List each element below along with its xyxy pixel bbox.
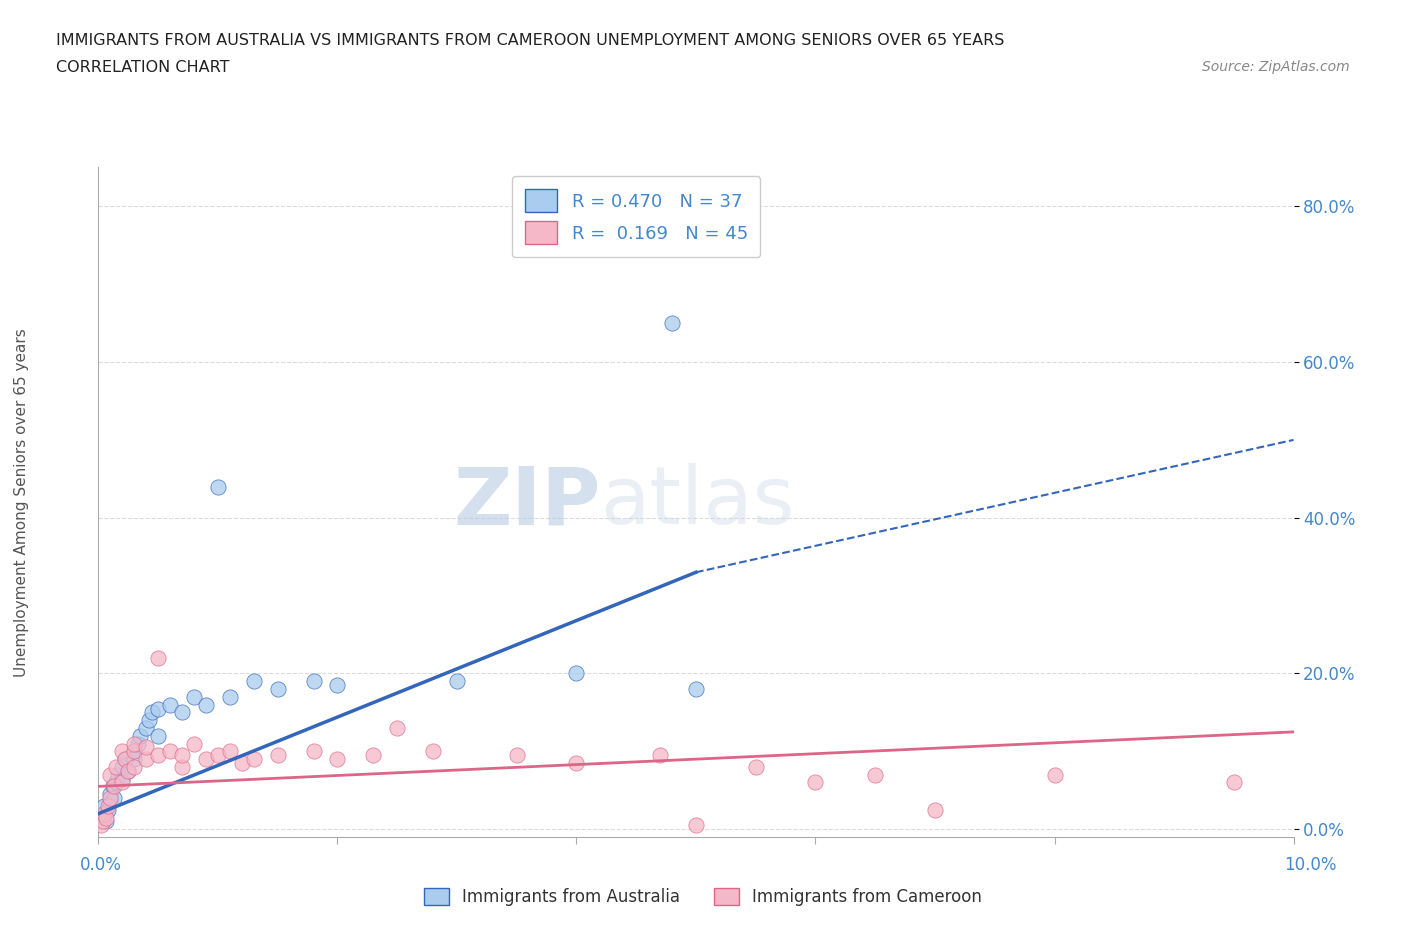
Point <box>219 689 242 704</box>
Point <box>1043 767 1066 782</box>
Point <box>107 767 129 782</box>
Point <box>111 771 134 786</box>
Point <box>98 787 122 802</box>
Text: Source: ZipAtlas.com: Source: ZipAtlas.com <box>1202 60 1350 74</box>
Point <box>183 689 205 704</box>
Point <box>267 682 290 697</box>
Point <box>326 678 349 693</box>
Point <box>865 767 887 782</box>
Point <box>148 728 170 743</box>
Point <box>243 751 266 766</box>
Point <box>111 760 134 775</box>
Point <box>124 744 146 759</box>
Point <box>243 674 266 689</box>
Point <box>648 748 672 763</box>
Point <box>124 751 146 766</box>
Point <box>91 814 114 829</box>
Point <box>114 751 136 766</box>
Point <box>91 806 114 821</box>
Point <box>97 803 120 817</box>
Text: IMMIGRANTS FROM AUSTRALIA VS IMMIGRANTS FROM CAMEROON UNEMPLOYMENT AMONG SENIORS: IMMIGRANTS FROM AUSTRALIA VS IMMIGRANTS … <box>56 33 1005 47</box>
Point <box>326 751 349 766</box>
Point <box>565 755 588 770</box>
Point <box>105 775 128 790</box>
Point <box>117 764 139 778</box>
Point <box>103 790 125 805</box>
Point <box>219 744 242 759</box>
Point <box>98 790 122 805</box>
Point <box>183 737 205 751</box>
Point <box>363 748 385 763</box>
Text: 10.0%: 10.0% <box>1284 856 1337 873</box>
Point <box>111 775 134 790</box>
Point <box>124 744 146 759</box>
Point <box>267 748 290 763</box>
Text: atlas: atlas <box>600 463 794 541</box>
Point <box>105 760 128 775</box>
Point <box>94 814 117 829</box>
Point <box>90 817 112 832</box>
Point <box>127 737 149 751</box>
Point <box>661 315 683 330</box>
Point <box>148 748 170 763</box>
Legend: R = 0.470   N = 37, R =  0.169   N = 45: R = 0.470 N = 37, R = 0.169 N = 45 <box>512 177 761 257</box>
Point <box>117 764 139 778</box>
Point <box>422 744 444 759</box>
Point <box>94 810 117 825</box>
Point <box>565 666 588 681</box>
Point <box>685 817 707 832</box>
Point <box>231 755 253 770</box>
Point <box>135 721 157 736</box>
Text: ZIP: ZIP <box>453 463 600 541</box>
Point <box>93 799 115 814</box>
Point <box>924 803 946 817</box>
Point <box>172 705 194 720</box>
Point <box>207 748 229 763</box>
Point <box>804 775 827 790</box>
Point <box>159 744 181 759</box>
Point <box>302 744 325 759</box>
Point <box>129 728 152 743</box>
Point <box>138 712 160 727</box>
Point <box>98 767 122 782</box>
Point <box>101 779 124 794</box>
Point <box>114 751 136 766</box>
Point <box>172 760 194 775</box>
Point <box>135 740 157 755</box>
Point <box>98 794 122 809</box>
Point <box>159 698 181 712</box>
Point <box>1223 775 1246 790</box>
Point <box>506 748 529 763</box>
Point <box>93 806 115 821</box>
Point <box>385 721 409 736</box>
Text: CORRELATION CHART: CORRELATION CHART <box>56 60 229 75</box>
Legend: Immigrants from Australia, Immigrants from Cameroon: Immigrants from Australia, Immigrants fr… <box>418 881 988 912</box>
Text: 0.0%: 0.0% <box>80 856 122 873</box>
Point <box>141 705 163 720</box>
Point <box>148 650 170 665</box>
Point <box>194 698 218 712</box>
Point <box>302 674 325 689</box>
Text: Unemployment Among Seniors over 65 years: Unemployment Among Seniors over 65 years <box>14 328 28 677</box>
Point <box>172 748 194 763</box>
Point <box>135 751 157 766</box>
Point <box>111 744 134 759</box>
Point <box>148 701 170 716</box>
Point <box>103 779 125 794</box>
Point <box>745 760 768 775</box>
Point <box>124 760 146 775</box>
Point <box>124 737 146 751</box>
Point <box>97 799 120 814</box>
Point <box>446 674 468 689</box>
Point <box>194 751 218 766</box>
Point <box>207 479 229 494</box>
Point <box>685 682 707 697</box>
